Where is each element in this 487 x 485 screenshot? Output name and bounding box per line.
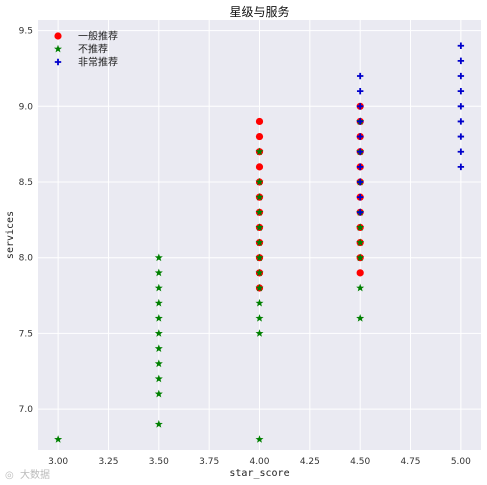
y-tick-label: 8.5 <box>19 178 33 188</box>
data-point <box>356 209 364 216</box>
data-point <box>154 268 163 277</box>
data-point <box>255 268 264 277</box>
x-tick-label: 5.00 <box>451 457 471 467</box>
data-point <box>356 283 365 292</box>
y-axis-label: services <box>5 211 16 259</box>
data-point <box>457 72 465 80</box>
data-point <box>255 329 264 337</box>
data-point <box>457 42 465 49</box>
y-tick-label: 8.0 <box>19 254 34 264</box>
y-tick-label: 9.0 <box>19 102 34 112</box>
data-point <box>54 435 63 443</box>
watermark: ◎ 大数据 <box>5 468 50 481</box>
data-point <box>255 117 264 126</box>
x-tick-label: 3.75 <box>199 457 219 467</box>
y-tick-label: 7.5 <box>19 329 33 339</box>
legend-marker <box>54 32 62 40</box>
x-tick-labels: 3.00 3.25 3.50 3.75 4.00 4.25 4.50 4.75 5.00 <box>48 457 471 467</box>
data-point <box>356 118 364 125</box>
legend-label: 非常推荐 <box>78 56 118 69</box>
data-point <box>457 133 465 140</box>
data-point <box>255 208 264 216</box>
data-point <box>255 283 264 292</box>
x-tick-label: 4.00 <box>249 457 269 467</box>
data-point <box>255 192 264 201</box>
data-point <box>356 72 364 80</box>
data-point <box>356 148 364 155</box>
x-axis-label: star_score <box>229 468 289 479</box>
data-point <box>356 253 365 262</box>
data-point <box>356 238 365 246</box>
data-point <box>356 87 364 95</box>
y-tick-label: 9.5 <box>19 27 33 37</box>
x-tick-label: 4.50 <box>350 457 370 467</box>
data-point <box>457 118 465 125</box>
data-point <box>356 103 364 110</box>
x-tick-label: 3.25 <box>98 457 118 467</box>
data-point <box>356 314 365 322</box>
data-point <box>356 163 364 171</box>
x-tick-label: 3.00 <box>48 457 68 467</box>
data-point <box>154 374 163 383</box>
y-tick-labels: 7.0 7.5 8.0 8.5 9.0 9.5 <box>19 27 34 416</box>
data-point <box>356 269 364 277</box>
chart-title: 星级与服务 <box>229 4 289 19</box>
data-point <box>154 253 163 262</box>
data-point <box>457 148 465 155</box>
data-point <box>356 178 364 186</box>
data-point <box>457 103 465 110</box>
data-point <box>255 147 264 156</box>
data-point <box>255 238 264 246</box>
data-points <box>54 42 465 443</box>
data-point <box>457 87 465 95</box>
data-point <box>356 193 364 201</box>
data-point <box>457 163 465 171</box>
data-point <box>255 253 264 262</box>
data-point <box>255 435 264 443</box>
data-point <box>356 223 365 231</box>
legend-label: 不推荐 <box>78 43 108 56</box>
watermark-text: 大数据 <box>20 468 50 481</box>
data-point <box>356 133 364 140</box>
data-point <box>255 177 264 186</box>
legend-marker <box>54 58 62 66</box>
x-tick-label: 4.75 <box>400 457 420 467</box>
data-point <box>154 329 163 337</box>
data-point <box>154 283 163 292</box>
data-point <box>255 223 264 231</box>
data-point <box>255 132 264 141</box>
series-2 <box>356 42 465 216</box>
data-point <box>255 314 264 322</box>
data-point <box>255 163 264 171</box>
data-point <box>154 314 163 322</box>
x-tick-label: 4.25 <box>300 457 320 467</box>
data-point <box>154 359 163 368</box>
data-point <box>154 420 163 428</box>
watermark-icon: ◎ <box>5 470 14 481</box>
data-point <box>154 389 163 398</box>
data-point <box>154 298 163 307</box>
legend-marker <box>54 44 62 53</box>
x-tick-label: 3.50 <box>149 457 169 467</box>
y-tick-label: 7.0 <box>19 405 34 415</box>
data-point <box>255 298 264 307</box>
data-point <box>154 344 163 352</box>
legend-label: 一般推荐 <box>78 30 118 43</box>
data-point <box>457 57 465 65</box>
